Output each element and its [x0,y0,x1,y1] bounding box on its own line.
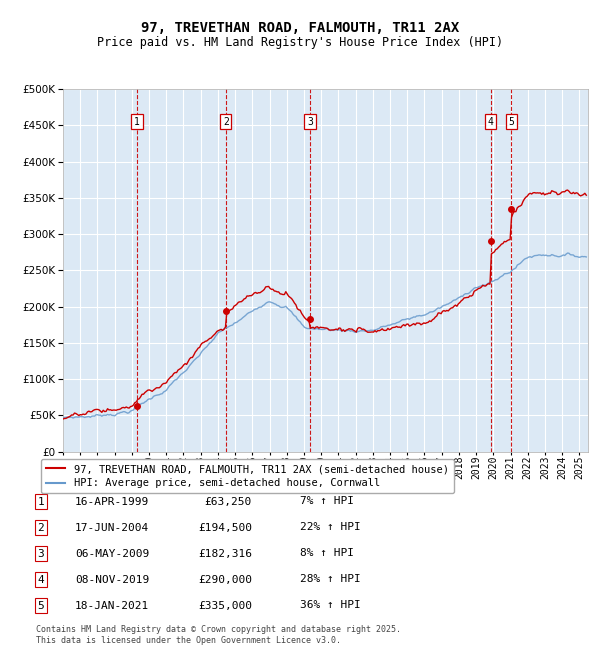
Text: 4: 4 [37,575,44,585]
Text: 08-NOV-2019: 08-NOV-2019 [75,575,149,585]
Text: 06-MAY-2009: 06-MAY-2009 [75,549,149,559]
Text: 16-APR-1999: 16-APR-1999 [75,497,149,507]
Text: 17-JUN-2004: 17-JUN-2004 [75,523,149,533]
Text: Price paid vs. HM Land Registry's House Price Index (HPI): Price paid vs. HM Land Registry's House … [97,36,503,49]
Text: £335,000: £335,000 [198,601,252,611]
Text: 1: 1 [37,497,44,507]
Text: 28% ↑ HPI: 28% ↑ HPI [300,574,361,584]
Text: 7% ↑ HPI: 7% ↑ HPI [300,496,354,506]
Text: 2: 2 [37,523,44,533]
Text: £63,250: £63,250 [205,497,252,507]
Text: 22% ↑ HPI: 22% ↑ HPI [300,522,361,532]
Legend: 97, TREVETHAN ROAD, FALMOUTH, TR11 2AX (semi-detached house), HPI: Average price: 97, TREVETHAN ROAD, FALMOUTH, TR11 2AX (… [41,459,454,493]
Text: 97, TREVETHAN ROAD, FALMOUTH, TR11 2AX: 97, TREVETHAN ROAD, FALMOUTH, TR11 2AX [141,21,459,35]
Text: 3: 3 [307,117,313,127]
Text: 5: 5 [37,601,44,611]
Text: 2: 2 [223,117,229,127]
Text: 3: 3 [37,549,44,559]
Text: 4: 4 [488,117,494,127]
Text: £182,316: £182,316 [198,549,252,559]
Text: 5: 5 [508,117,514,127]
Text: Contains HM Land Registry data © Crown copyright and database right 2025.
This d: Contains HM Land Registry data © Crown c… [36,625,401,645]
Text: £290,000: £290,000 [198,575,252,585]
Text: 36% ↑ HPI: 36% ↑ HPI [300,600,361,610]
Text: 8% ↑ HPI: 8% ↑ HPI [300,548,354,558]
Text: 1: 1 [134,117,140,127]
Text: 18-JAN-2021: 18-JAN-2021 [75,601,149,611]
Text: £194,500: £194,500 [198,523,252,533]
